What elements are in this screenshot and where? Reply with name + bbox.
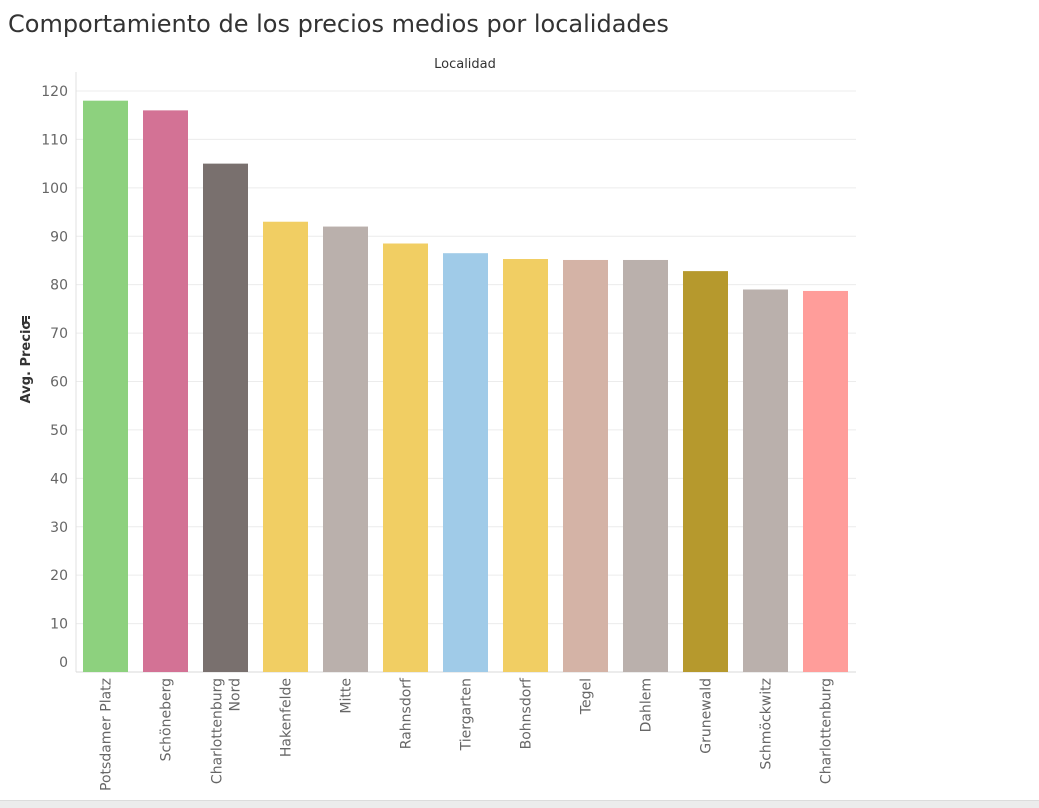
bar[interactable] [323, 226, 368, 673]
y-tick-label: 40 [50, 471, 68, 487]
y-tick-label: 60 [50, 375, 68, 391]
bar[interactable] [383, 243, 428, 672]
x-tick-label: Hakenfelde [279, 678, 295, 757]
y-tick-label: 70 [50, 326, 68, 342]
x-tick-label: Schöneberg [159, 678, 175, 761]
bar[interactable] [743, 289, 788, 672]
bar[interactable] [143, 110, 188, 672]
bar[interactable] [83, 100, 128, 672]
x-tick-label: Rahnsdorf [399, 677, 415, 749]
x-tick-label: Schmöckwitz [759, 678, 775, 770]
x-tick-label: Potsdamer Platz [99, 678, 115, 791]
bar[interactable] [263, 221, 308, 672]
y-tick-label: 120 [41, 84, 68, 100]
bar[interactable] [443, 253, 488, 672]
bar[interactable] [563, 259, 608, 672]
bar[interactable] [203, 163, 248, 672]
y-tick-label: 110 [41, 132, 68, 148]
sort-icon[interactable] [22, 316, 30, 325]
bar[interactable] [683, 271, 728, 672]
bar[interactable] [623, 259, 668, 672]
y-tick-label: 80 [50, 278, 68, 294]
bottom-scroll-strip [0, 800, 1039, 808]
y-tick-label: 0 [59, 655, 68, 671]
x-tick-label: Tegel [579, 678, 595, 715]
y-tick-label: 90 [50, 229, 68, 245]
y-tick-label: 20 [50, 568, 68, 584]
column-header: Localidad [434, 57, 496, 72]
bar[interactable] [503, 259, 548, 672]
bar[interactable] [803, 290, 848, 672]
y-tick-label: 100 [41, 181, 68, 197]
y-tick-label: 10 [50, 617, 68, 633]
x-tick-label: Tiergarten [459, 678, 475, 751]
x-tick-label: Grunewald [699, 678, 715, 754]
x-tick-label: Charlottenburg Nord [210, 678, 244, 784]
x-tick-label: Bohnsdorf [519, 677, 535, 749]
x-tick-label: Dahlem [639, 678, 655, 732]
y-tick-label: 50 [50, 423, 68, 439]
x-tick-label: Mitte [339, 678, 355, 714]
chart-title: Comportamiento de los precios medios por… [8, 10, 669, 38]
y-tick-label: 30 [50, 520, 68, 536]
y-axis-label: Avg. Precio [19, 321, 34, 404]
x-tick-label: Charlottenburg [819, 678, 835, 784]
